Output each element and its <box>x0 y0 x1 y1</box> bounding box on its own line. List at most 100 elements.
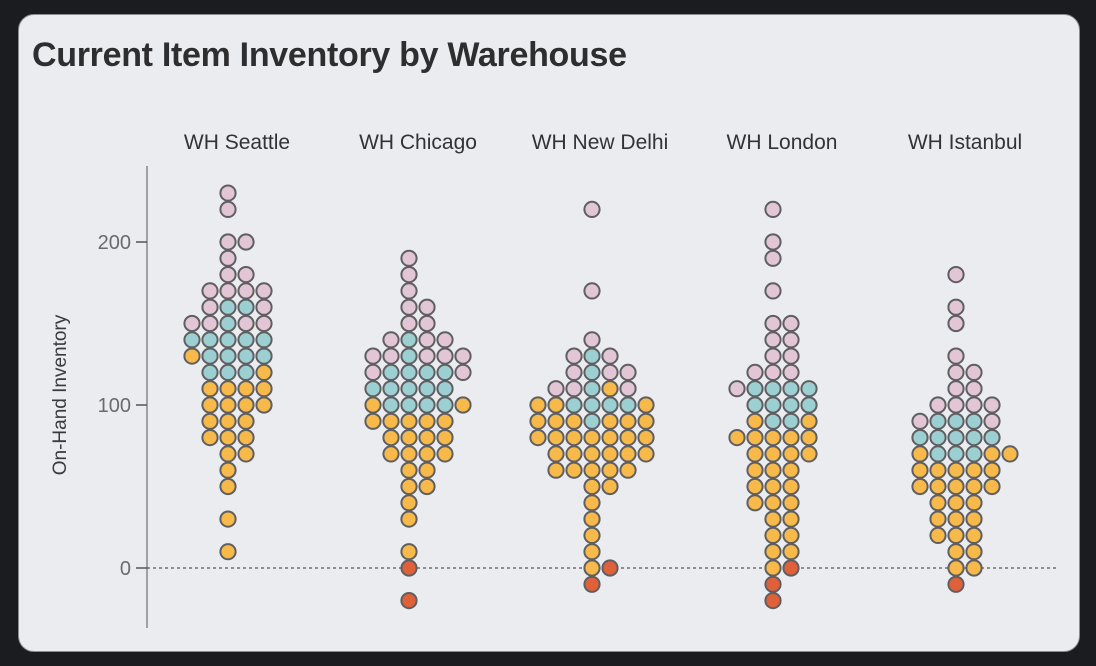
data-point[interactable] <box>637 429 655 447</box>
data-point[interactable] <box>601 429 619 447</box>
data-point[interactable] <box>764 249 782 267</box>
data-point[interactable] <box>219 266 237 284</box>
data-point[interactable] <box>219 298 237 316</box>
data-point[interactable] <box>436 445 454 463</box>
data-point[interactable] <box>400 266 418 284</box>
data-point[interactable] <box>911 477 929 496</box>
data-point[interactable] <box>583 380 601 398</box>
data-point[interactable] <box>255 282 273 300</box>
data-point[interactable] <box>400 249 418 267</box>
data-point[interactable] <box>800 412 818 430</box>
data-point[interactable] <box>583 282 601 300</box>
data-point[interactable] <box>382 347 400 365</box>
data-point[interactable] <box>400 429 418 447</box>
data-point[interactable] <box>201 298 219 316</box>
data-point[interactable] <box>565 380 583 398</box>
data-point[interactable] <box>965 526 983 545</box>
data-point[interactable] <box>400 298 418 316</box>
data-point[interactable] <box>583 396 601 414</box>
data-point[interactable] <box>782 461 800 479</box>
data-point[interactable] <box>764 282 782 300</box>
data-point[interactable] <box>782 314 800 333</box>
data-point[interactable] <box>764 380 782 398</box>
data-point[interactable] <box>619 429 637 447</box>
data-point[interactable] <box>565 412 583 430</box>
data-point[interactable] <box>965 477 983 496</box>
data-point[interactable] <box>929 494 947 512</box>
data-point[interactable] <box>565 347 583 365</box>
data-point[interactable] <box>764 592 782 610</box>
data-point[interactable] <box>782 445 800 463</box>
data-point[interactable] <box>418 363 436 381</box>
data-point[interactable] <box>983 412 1001 430</box>
data-point[interactable] <box>965 412 983 430</box>
data-point[interactable] <box>219 282 237 300</box>
data-point[interactable] <box>1001 445 1019 463</box>
data-point[interactable] <box>529 429 547 447</box>
data-point[interactable] <box>237 233 255 251</box>
data-point[interactable] <box>583 461 601 479</box>
data-point[interactable] <box>219 331 237 349</box>
data-point[interactable] <box>947 314 965 333</box>
data-point[interactable] <box>782 477 800 496</box>
data-point[interactable] <box>219 412 237 430</box>
data-point[interactable] <box>418 477 436 496</box>
data-point[interactable] <box>418 380 436 398</box>
data-point[interactable] <box>382 445 400 463</box>
data-point[interactable] <box>947 380 965 398</box>
data-point[interactable] <box>782 494 800 512</box>
data-point[interactable] <box>947 412 965 430</box>
data-point[interactable] <box>965 461 983 479</box>
data-point[interactable] <box>583 331 601 349</box>
data-point[interactable] <box>947 510 965 528</box>
data-point[interactable] <box>400 494 418 512</box>
data-point[interactable] <box>583 412 601 430</box>
data-point[interactable] <box>583 510 601 528</box>
data-point[interactable] <box>764 494 782 512</box>
data-point[interactable] <box>728 380 746 398</box>
data-point[interactable] <box>219 314 237 333</box>
data-point[interactable] <box>929 429 947 447</box>
data-point[interactable] <box>400 331 418 349</box>
data-point[interactable] <box>764 559 782 577</box>
data-point[interactable] <box>547 445 565 463</box>
data-point[interactable] <box>237 282 255 300</box>
data-point[interactable] <box>237 396 255 414</box>
data-point[interactable] <box>764 396 782 414</box>
data-point[interactable] <box>382 396 400 414</box>
data-point[interactable] <box>983 461 1001 479</box>
data-point[interactable] <box>255 298 273 316</box>
data-point[interactable] <box>965 380 983 398</box>
data-point[interactable] <box>764 445 782 463</box>
data-point[interactable] <box>454 396 472 414</box>
data-point[interactable] <box>746 429 764 447</box>
data-point[interactable] <box>619 461 637 479</box>
data-point[interactable] <box>947 559 965 577</box>
data-point[interactable] <box>255 396 273 414</box>
data-point[interactable] <box>547 380 565 398</box>
data-point[interactable] <box>947 526 965 545</box>
data-point[interactable] <box>911 461 929 479</box>
data-point[interactable] <box>201 314 219 333</box>
data-point[interactable] <box>782 510 800 528</box>
data-point[interactable] <box>782 412 800 430</box>
data-point[interactable] <box>947 575 965 593</box>
data-point[interactable] <box>201 429 219 447</box>
data-point[interactable] <box>911 412 929 430</box>
data-point[interactable] <box>983 445 1001 463</box>
data-point[interactable] <box>565 429 583 447</box>
data-point[interactable] <box>782 396 800 414</box>
data-point[interactable] <box>911 445 929 463</box>
data-point[interactable] <box>601 363 619 381</box>
data-point[interactable] <box>746 412 764 430</box>
data-point[interactable] <box>400 347 418 365</box>
data-point[interactable] <box>183 347 201 365</box>
data-point[interactable] <box>929 510 947 528</box>
data-point[interactable] <box>601 380 619 398</box>
data-point[interactable] <box>583 200 601 218</box>
data-point[interactable] <box>764 200 782 218</box>
data-point[interactable] <box>764 363 782 381</box>
data-point[interactable] <box>382 429 400 447</box>
data-point[interactable] <box>201 331 219 349</box>
data-point[interactable] <box>947 429 965 447</box>
